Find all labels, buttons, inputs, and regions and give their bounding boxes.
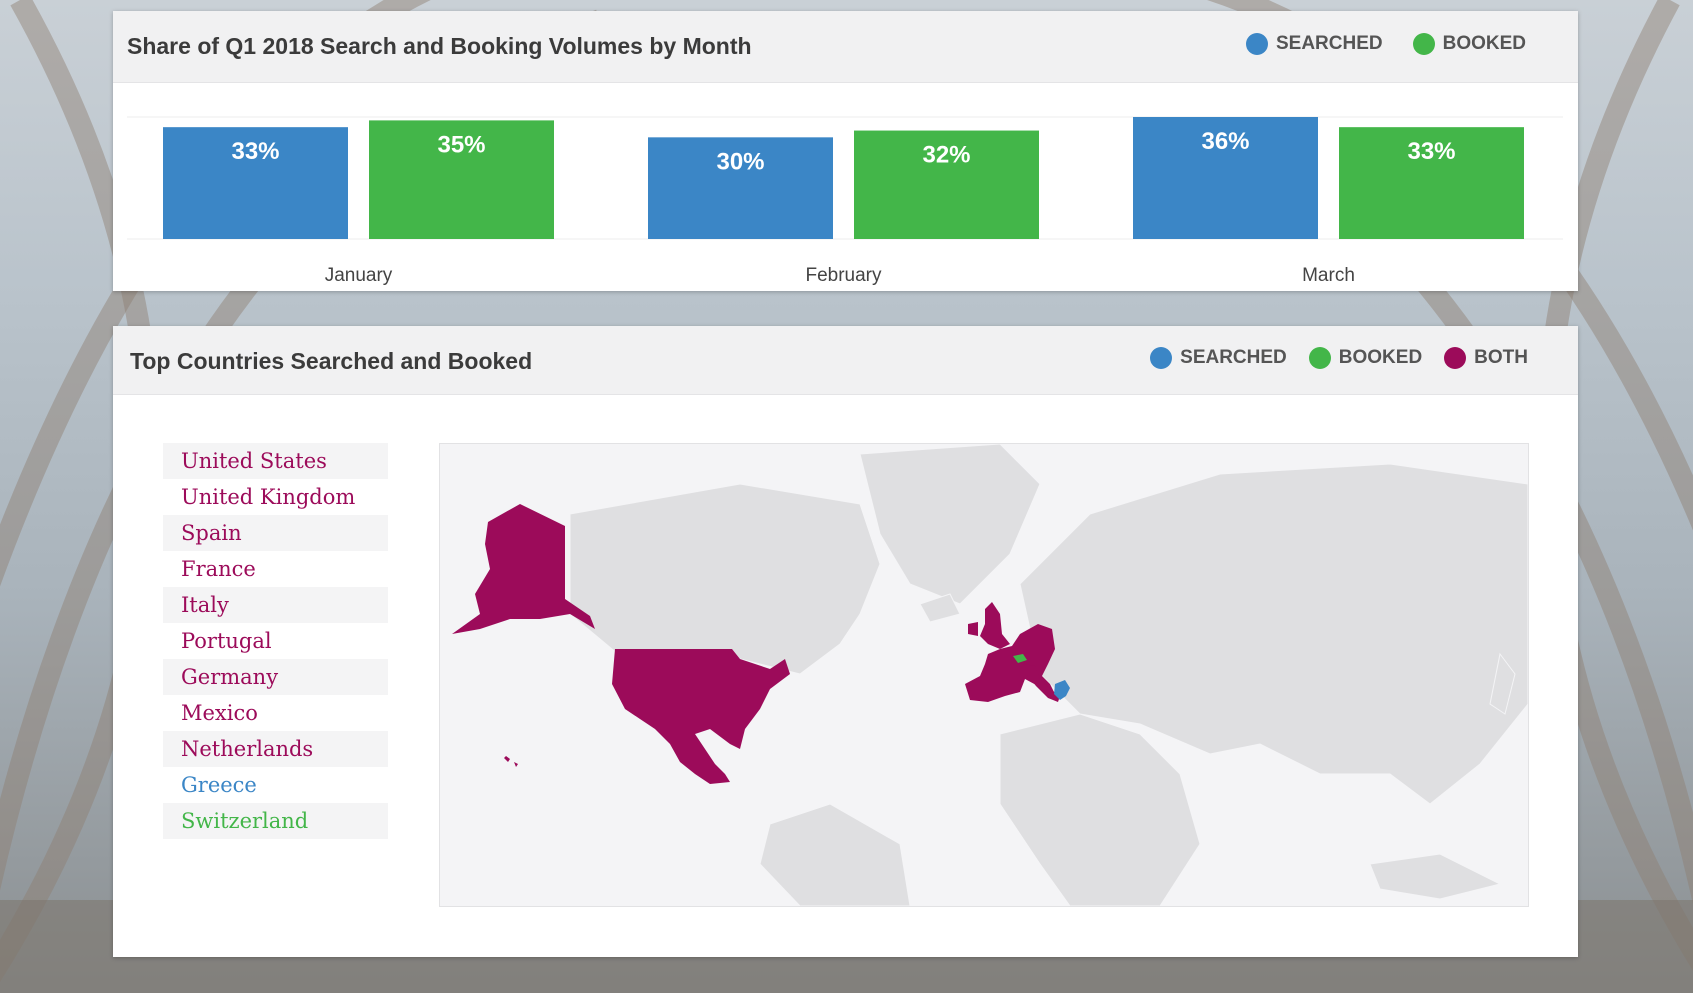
country-item[interactable]: Portugal — [181, 629, 272, 653]
bar-label: 35% — [437, 131, 485, 158]
category-label: March — [1302, 265, 1355, 286]
country-item[interactable]: Switzerland — [163, 803, 388, 839]
iceland-shape — [919, 593, 961, 623]
country-item[interactable]: Greece — [181, 773, 257, 797]
map-legend: SEARCHED BOOKED BOTH — [1150, 347, 1528, 369]
bar-chart: 33% 35% January 30% 32% February 36% 33% March — [127, 116, 1563, 286]
switzerland-shape[interactable] — [1013, 654, 1027, 663]
bar-label: 33% — [1407, 138, 1455, 165]
top-countries-header: Top Countries Searched and Booked SEARCH… — [113, 326, 1578, 395]
country-item[interactable]: Mexico — [181, 701, 258, 725]
bar-label: 32% — [922, 142, 970, 169]
country-item[interactable]: France — [181, 557, 256, 581]
bar-label: 30% — [716, 148, 764, 175]
italy-shape[interactable] — [1023, 664, 1060, 702]
category-label: February — [805, 265, 882, 286]
legend-searched-label: SEARCHED — [1275, 33, 1383, 54]
map-title: Top Countries Searched and Booked — [130, 348, 533, 374]
chart-legend: SEARCHED BOOKED — [1245, 33, 1526, 55]
south-america-shape — [759, 803, 911, 906]
country-item[interactable]: United Kingdom — [181, 485, 356, 509]
chart-title: Share of Q1 2018 Search and Booking Volu… — [127, 33, 752, 59]
both-dot-icon — [1444, 347, 1467, 369]
map-legend-booked-label: BOOKED — [1338, 347, 1423, 368]
legend-booked-label: BOOKED — [1442, 33, 1526, 54]
hawaii-shape[interactable] — [504, 756, 518, 767]
greece-shape[interactable] — [1054, 680, 1070, 700]
bar-march-searched[interactable] — [1133, 117, 1318, 239]
map-legend-searched[interactable]: SEARCHED — [1150, 347, 1287, 369]
map-legend-both-label: BOTH — [1474, 347, 1528, 368]
country-item[interactable]: Italy — [163, 587, 388, 623]
bar-march-booked[interactable] — [1339, 127, 1524, 239]
country-list: United States United Kingdom Spain France It… — [163, 443, 388, 839]
western-europe-shape[interactable] — [965, 624, 1055, 702]
legend-searched[interactable]: SEARCHED — [1245, 33, 1383, 55]
japan-shape — [1489, 652, 1516, 715]
world-map[interactable] — [439, 443, 1529, 907]
bar-label: 33% — [231, 138, 279, 165]
uk-shape[interactable] — [968, 602, 1010, 649]
booked-dot-icon — [1412, 33, 1435, 55]
world-map-svg — [452, 444, 1528, 906]
usa-mexico-shape[interactable] — [612, 649, 790, 784]
bar-label: 36% — [1201, 128, 1249, 155]
searched-dot-icon — [1245, 33, 1268, 55]
country-item[interactable]: Netherlands — [163, 731, 388, 767]
map-legend-booked[interactable]: BOOKED — [1308, 347, 1423, 369]
country-item[interactable]: Germany — [163, 659, 388, 695]
alaska-shape[interactable] — [452, 504, 595, 634]
canada-shape — [569, 483, 881, 675]
bar-january-booked[interactable] — [369, 120, 554, 239]
map-legend-both[interactable]: BOTH — [1444, 347, 1528, 369]
monthly-share-header: Share of Q1 2018 Search and Booking Volu… — [113, 11, 1578, 83]
bar-february-searched[interactable] — [648, 137, 833, 239]
continents-base — [569, 444, 1528, 906]
map-legend-searched-label: SEARCHED — [1180, 347, 1287, 368]
country-item[interactable]: United States — [163, 443, 388, 479]
indonesia-shape — [1369, 853, 1502, 900]
greenland-shape — [859, 444, 1041, 605]
europe-asia-shape — [1019, 463, 1528, 805]
bar-february-booked[interactable] — [854, 130, 1039, 239]
booked-dot-icon — [1308, 347, 1331, 369]
legend-booked[interactable]: BOOKED — [1412, 33, 1526, 55]
africa-shape — [999, 713, 1201, 906]
monthly-share-card: Share of Q1 2018 Search and Booking Volu… — [113, 11, 1578, 291]
searched-dot-icon — [1150, 347, 1173, 369]
country-item[interactable]: Spain — [163, 515, 388, 551]
bar-january-searched[interactable] — [163, 127, 348, 239]
top-countries-card: Top Countries Searched and Booked SEARCH… — [113, 326, 1578, 957]
highlighted-countries — [452, 504, 1070, 784]
category-label: January — [325, 265, 393, 286]
